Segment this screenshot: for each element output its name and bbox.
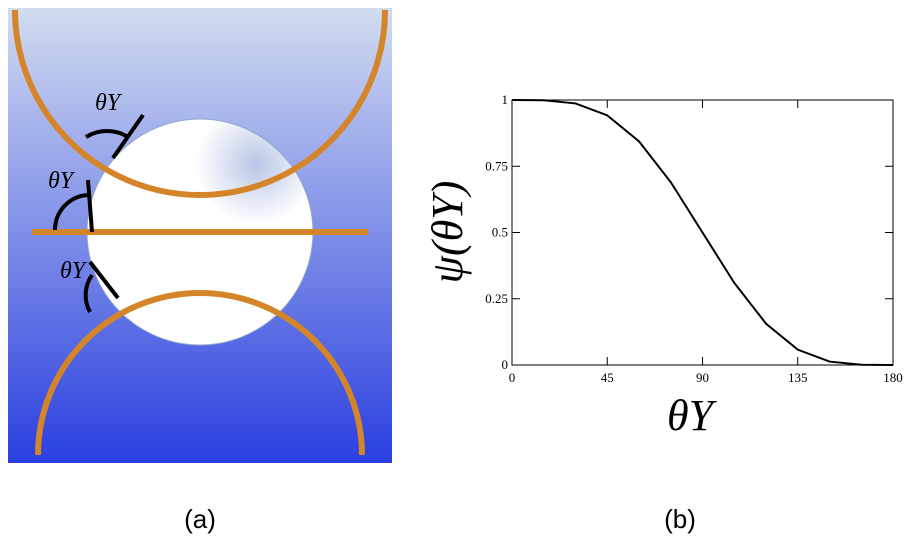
y-tick-label: 0.5 — [492, 225, 508, 240]
x-tick-label: 90 — [696, 370, 709, 385]
caption: (b) — [664, 504, 696, 534]
x-tick-label: 45 — [601, 370, 614, 385]
figure: θY θY θY (a) (b) θY ψ(θY) 0 45 90 135 180 0 0.… — [0, 0, 905, 543]
line — [512, 100, 893, 365]
y-tick-label: 0 — [502, 357, 509, 372]
caption: (a) — [184, 504, 216, 534]
y-tick-label: 0.75 — [485, 158, 508, 173]
y-tick-label: 0.25 — [485, 291, 508, 306]
x-axis-label: θY — [667, 391, 718, 440]
x-tick-label: 0 — [509, 370, 516, 385]
x-tick-label: 180 — [883, 370, 903, 385]
x-tick-label: 135 — [788, 370, 808, 385]
y-axis-label: ψ(θY) — [423, 181, 472, 284]
y-tick-label: 1 — [502, 92, 509, 107]
angle-label: θY — [48, 168, 76, 194]
angle-label: θY — [95, 90, 123, 116]
angle-label: θY — [60, 258, 88, 284]
diagram: θY θY θY — [8, 8, 392, 463]
